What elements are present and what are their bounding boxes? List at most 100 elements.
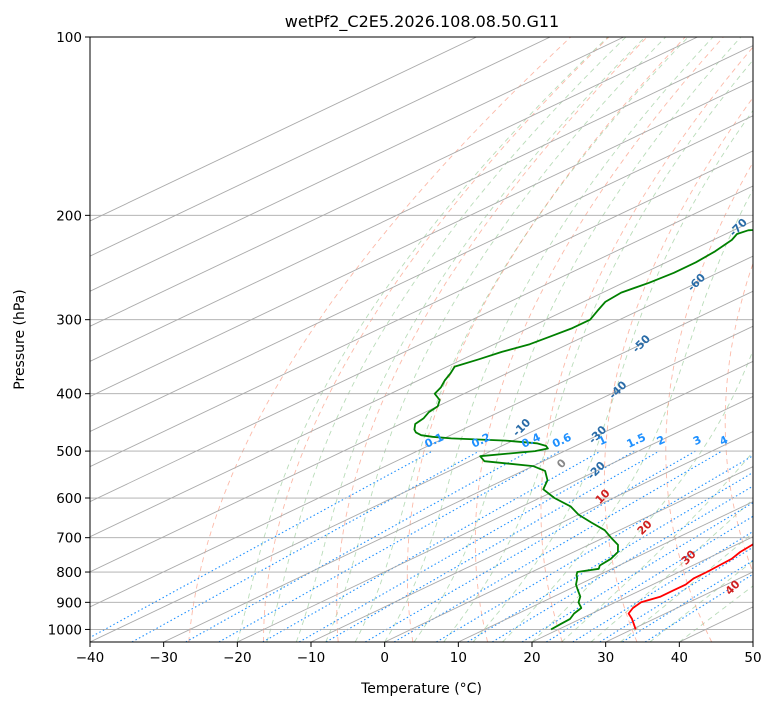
mixing-ratio-label: 6 xyxy=(756,433,769,448)
isotherm-label: 0 xyxy=(554,456,569,471)
chart-title: wetPf2_C2E5.2026.108.08.50.G11 xyxy=(285,12,559,32)
mixing-ratio-lines xyxy=(90,450,753,642)
isotherm-line xyxy=(531,536,753,642)
mixing-ratio-label: 3 xyxy=(691,433,703,448)
isotherm-label: -50 xyxy=(630,332,653,355)
mixing-ratio-line xyxy=(185,450,530,642)
isotherm-line xyxy=(384,466,753,642)
isotherm-line xyxy=(90,150,753,468)
x-axis-ticks: −40 −30 −20 −10 0 10 20 30 40 50 xyxy=(76,642,762,666)
isotherm-line xyxy=(458,501,753,642)
mixing-ratio-line xyxy=(599,546,753,642)
x-tick-label: 40 xyxy=(671,650,688,666)
mixing-ratio-line xyxy=(365,450,696,642)
dry-adiabat xyxy=(540,46,753,642)
mixing-ratio-line xyxy=(572,530,753,642)
x-tick-label: −20 xyxy=(223,650,252,666)
isotherm-line xyxy=(752,641,753,642)
isotherm-line xyxy=(90,185,753,503)
isotherm-line xyxy=(237,395,753,642)
isotherm-label: -100 xyxy=(762,90,775,119)
isotherm-line xyxy=(90,37,625,292)
dry-adiabat xyxy=(603,96,753,642)
mixing-ratio-line xyxy=(90,450,433,639)
isotherm-label: -80 xyxy=(751,169,774,192)
dry-adiabat xyxy=(474,37,724,642)
x-tick-label: 10 xyxy=(450,650,467,666)
temperature-line xyxy=(627,543,753,630)
moist-adiabat xyxy=(443,59,753,642)
moist-adiabat xyxy=(649,560,753,642)
mixing-ratio-line xyxy=(131,450,480,642)
moist-adiabat xyxy=(590,498,753,642)
y-tick-label: 400 xyxy=(56,387,82,403)
mixing-ratio-line xyxy=(644,573,753,642)
y-tick-label: 800 xyxy=(56,565,82,581)
mixing-ratio-line xyxy=(436,455,753,642)
x-tick-label: 0 xyxy=(380,650,389,666)
isotherm-label: 40 xyxy=(723,577,743,597)
moist-adiabat xyxy=(266,37,627,642)
y-tick-label: 100 xyxy=(56,30,82,46)
mixing-ratio-label: 0.2 xyxy=(469,431,492,451)
x-tick-label: −30 xyxy=(149,650,178,666)
dry-adiabat xyxy=(336,37,648,642)
profile-series xyxy=(413,229,753,631)
isotherm-line xyxy=(90,80,753,397)
y-tick-label: 700 xyxy=(56,531,82,547)
isotherm-line xyxy=(310,431,753,642)
y-tick-label: 1000 xyxy=(48,622,82,638)
mixing-ratio-label: 4 xyxy=(718,433,731,448)
mixing-ratio-label: 0.6 xyxy=(550,430,573,450)
isotherm-label: -90 xyxy=(761,129,775,152)
moist-adiabat xyxy=(325,37,667,642)
y-tick-label: 200 xyxy=(56,208,82,224)
isotherm-line xyxy=(90,220,753,538)
isotherm-line xyxy=(90,290,753,608)
plot-frame xyxy=(89,36,754,643)
isotherm-line xyxy=(163,360,753,642)
plot-area: -100-90-80-70-60-50-40-30-20-10010203040… xyxy=(90,37,775,642)
isotherm-line xyxy=(90,325,753,642)
isotherm-line xyxy=(90,255,753,573)
x-tick-label: 20 xyxy=(523,650,540,666)
moist-adiabat xyxy=(354,37,689,642)
x-tick-label: 50 xyxy=(744,650,761,666)
isotherm-line xyxy=(90,115,753,433)
mixing-ratio-line xyxy=(546,515,753,642)
mixing-ratio-line xyxy=(298,450,635,642)
moist-adiabat xyxy=(236,37,609,642)
isotherms xyxy=(90,37,753,642)
isotherm-line xyxy=(90,37,698,327)
y-tick-label: 900 xyxy=(56,595,82,611)
x-tick-label: −40 xyxy=(76,650,105,666)
x-tick-label: −10 xyxy=(297,650,326,666)
moist-adiabat xyxy=(384,37,714,642)
mixing-ratio-line xyxy=(325,450,660,642)
mixing-ratio-line xyxy=(218,450,561,642)
isotherm-line xyxy=(90,45,753,362)
y-tick-label: 600 xyxy=(56,491,82,507)
moist-adiabat xyxy=(620,532,753,642)
isotherm-label: -60 xyxy=(685,271,708,294)
x-tick-label: 30 xyxy=(597,650,614,666)
moist-adiabat xyxy=(531,349,753,642)
isotherm-label: 10 xyxy=(593,486,613,506)
dewpoint-line xyxy=(413,229,753,631)
dry-adiabat xyxy=(263,37,610,642)
y-tick-label: 500 xyxy=(56,444,82,460)
mixing-ratio-label: 0.1 xyxy=(423,431,446,451)
mixing-ratio-line xyxy=(393,450,723,642)
isotherm-label: -40 xyxy=(606,378,629,401)
isotherm-label: 20 xyxy=(635,517,655,537)
mixing-ratio-line xyxy=(467,471,753,642)
isotherm-line xyxy=(90,37,551,257)
mixing-ratio-label: 1.5 xyxy=(625,431,648,451)
moist-adiabat xyxy=(502,188,753,642)
mixing-ratio-label: 2 xyxy=(655,433,667,448)
y-axis-label: Pressure (hPa) xyxy=(12,289,28,389)
x-axis-label: Temperature (°C) xyxy=(360,681,482,697)
pressure-gridlines xyxy=(90,37,753,630)
mixing-ratio-line xyxy=(622,559,753,642)
